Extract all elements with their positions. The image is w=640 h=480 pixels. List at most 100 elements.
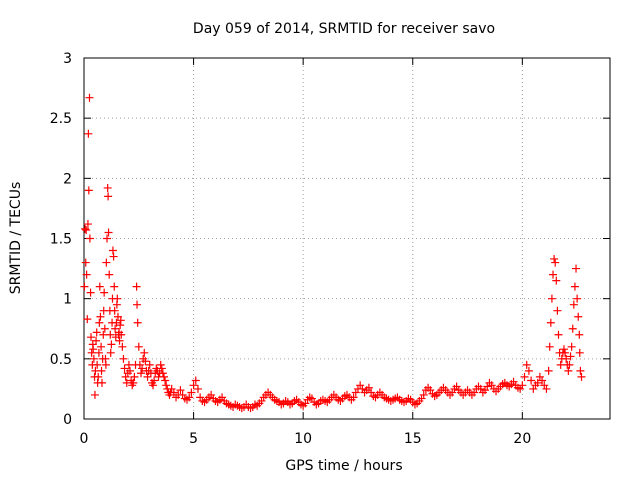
data-point	[90, 390, 99, 399]
data-point	[96, 312, 105, 321]
x-tick-label: 10	[294, 431, 312, 447]
data-point	[80, 282, 89, 291]
y-tick-label: 2	[63, 171, 72, 187]
data-point	[106, 330, 115, 339]
data-point	[545, 342, 554, 351]
data-point	[115, 336, 124, 345]
data-point	[568, 324, 577, 333]
data-point	[100, 324, 109, 333]
data-point	[100, 288, 109, 297]
data-point	[516, 384, 525, 393]
data-point	[87, 348, 96, 357]
data-point	[553, 306, 562, 315]
data-point	[559, 345, 568, 354]
data-point	[518, 381, 527, 390]
data-point	[575, 330, 584, 339]
y-tick-label: 2.5	[50, 111, 72, 127]
data-point	[89, 354, 98, 363]
data-point	[97, 366, 106, 375]
data-point	[544, 366, 553, 375]
data-points	[80, 93, 586, 413]
data-point	[81, 224, 90, 233]
data-point	[369, 392, 378, 401]
data-point	[564, 366, 573, 375]
data-point	[551, 258, 560, 267]
data-point	[97, 342, 106, 351]
data-point	[149, 381, 158, 390]
data-point	[110, 282, 119, 291]
data-point	[104, 228, 113, 237]
data-point	[552, 276, 561, 285]
data-point	[187, 388, 196, 397]
y-tick-label: 3	[63, 51, 72, 67]
data-point	[113, 294, 122, 303]
data-point	[185, 393, 194, 402]
data-point	[109, 252, 118, 261]
data-point	[549, 270, 558, 279]
data-point	[84, 129, 93, 138]
data-point	[576, 366, 585, 375]
data-point	[567, 342, 576, 351]
data-point	[99, 330, 108, 339]
data-point	[533, 378, 542, 387]
data-point	[83, 315, 92, 324]
data-point	[141, 357, 150, 366]
data-point	[570, 282, 579, 291]
grid	[84, 58, 610, 419]
data-point	[527, 376, 536, 385]
data-point	[111, 324, 120, 333]
data-point	[132, 282, 141, 291]
data-point	[102, 258, 111, 267]
data-point	[180, 394, 189, 403]
data-point	[169, 388, 178, 397]
data-point	[161, 376, 170, 385]
data-point	[547, 294, 556, 303]
data-point	[566, 352, 575, 361]
chart-title: Day 059 of 2014, SRMTID for receiver sav…	[193, 21, 495, 37]
y-tick-label: 0.5	[50, 352, 72, 368]
data-point	[193, 384, 202, 393]
data-point	[538, 376, 547, 385]
data-point	[351, 388, 360, 397]
data-point	[573, 294, 582, 303]
data-point	[116, 316, 125, 325]
data-point	[138, 364, 147, 373]
data-point	[574, 312, 583, 321]
data-point	[554, 330, 563, 339]
data-point	[535, 372, 544, 381]
data-point	[562, 354, 571, 363]
data-point	[529, 384, 538, 393]
data-point	[572, 264, 581, 273]
data-point	[162, 381, 171, 390]
data-point	[94, 348, 103, 357]
data-point	[145, 360, 154, 369]
data-point	[118, 342, 127, 351]
data-point	[133, 300, 142, 309]
data-point	[176, 386, 185, 395]
data-point	[110, 306, 119, 315]
data-point	[569, 300, 578, 309]
data-point	[143, 372, 152, 381]
ticks: 0 0.5 1 1.5 2 2.5 3 0 5 10 15 20	[50, 51, 610, 447]
data-point	[103, 183, 112, 192]
data-point	[85, 234, 94, 243]
data-point	[157, 364, 166, 373]
data-point	[419, 390, 428, 399]
data-point	[105, 270, 114, 279]
data-point	[156, 360, 165, 369]
data-point	[82, 226, 91, 235]
data-point	[108, 246, 117, 255]
data-point	[307, 394, 316, 403]
data-point	[198, 396, 207, 405]
data-point	[577, 372, 586, 381]
data-point	[121, 372, 130, 381]
data-point	[189, 381, 198, 390]
data-point	[134, 342, 143, 351]
data-point	[546, 318, 555, 327]
data-point	[159, 372, 168, 381]
data-point	[561, 348, 570, 357]
data-point	[520, 372, 529, 381]
y-axis-title: SRMTID / TECUs	[8, 182, 24, 295]
y-tick-label: 1	[63, 292, 72, 308]
data-point	[524, 366, 533, 375]
